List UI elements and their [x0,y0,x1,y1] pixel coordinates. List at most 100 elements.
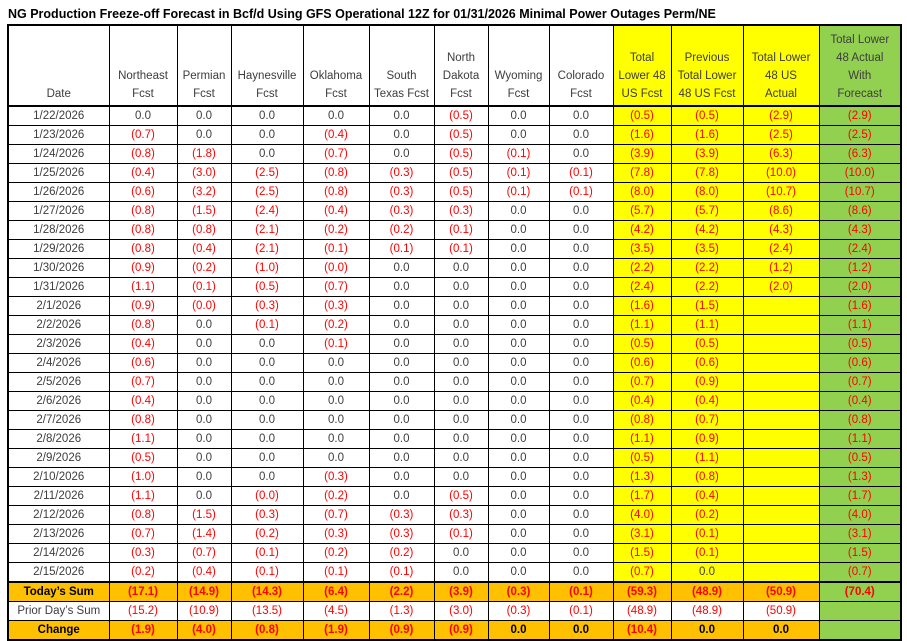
value-cell: (0.3) [368,524,435,544]
value-cell: (3.0) [176,163,232,183]
value-cell: 0.0 [433,372,489,392]
table-row: 2/6/2026 (0.4) 0.0 0.0 0.0 0.0 0.0 0.0 0.0 (0.4)(… [7,391,902,411]
value-cell: (0.9) [670,429,744,449]
summary-value-cell: (59.3) [612,581,672,602]
value-cell: 0.0 [230,467,304,487]
value-cell: 0.0 [670,562,744,583]
value-cell: 0.0 [433,334,489,354]
value-cell: 0.0 [176,410,232,430]
value-cell: 0.0 [368,315,435,335]
value-cell: (0.3) [302,467,370,487]
summary-value-cell: (13.5) [230,601,304,621]
value-cell: (0.3) [302,296,370,316]
value-cell: (2.5) [742,125,820,145]
value-cell: (0.8) [302,182,370,202]
value-cell: 0.0 [548,144,614,164]
table-row: 1/29/2026 (0.8) (0.4) (2.1) (0.1) (0.1) (0.1) 0… [7,239,902,259]
column-header-9: Previous Total Lower 48 US Fcst [670,24,744,107]
value-cell: 0.0 [487,277,550,297]
value-cell: 0.0 [230,353,304,373]
value-cell: (0.2) [302,486,370,506]
summary-value-cell: (14.9) [176,581,232,602]
value-cell: (4.2) [612,220,672,240]
table-row: 1/30/2026 (0.9) (0.2) (1.0) (0.0) 0.0 0.0 0.0 0.… [7,258,902,278]
value-cell: 0.0 [487,524,550,544]
summary-value-cell [818,601,902,621]
value-cell: (0.5) [433,144,489,164]
value-cell: 0.0 [433,467,489,487]
value-cell: 0.0 [230,144,304,164]
value-cell: (0.7) [108,125,178,145]
table-row: 2/12/2026 (0.8) (1.5) (0.3) (0.7) (0.3) (0.3) 0… [7,505,902,525]
value-cell: 0.0 [548,391,614,411]
value-cell: (2.5) [818,125,902,145]
value-cell: 0.0 [433,296,489,316]
value-cell: (0.8) [108,144,178,164]
value-cell: 0.0 [302,353,370,373]
table-row: 1/27/2026 (0.8) (1.5) (2.4) (0.4) (0.3) (0.3) 0… [7,201,902,221]
summary-value-cell: (0.8) [230,620,304,641]
value-cell: (0.9) [108,296,178,316]
value-cell: (2.4) [818,239,902,259]
value-cell: 0.0 [176,353,232,373]
value-cell: 0.0 [487,334,550,354]
date-cell: 1/28/2026 [7,220,110,240]
summary-label: Change [7,620,110,641]
value-cell: 0.0 [548,277,614,297]
value-cell: (3.1) [818,524,902,544]
value-cell: 0.0 [487,353,550,373]
value-cell: (1.5) [612,543,672,563]
column-header-5: North Dakota Fcst [433,24,489,107]
date-cell: 2/7/2026 [7,410,110,430]
value-cell: (4.3) [742,220,820,240]
summary-value-cell: (0.1) [548,581,614,602]
value-cell: (0.4) [108,334,178,354]
value-cell: 0.0 [368,353,435,373]
value-cell: (0.8) [176,220,232,240]
table-row: 1/25/2026 (0.4) (3.0) (2.5) (0.8) (0.3) (0.5)(… [7,163,902,183]
value-cell [742,410,820,430]
column-header-6: Wyoming Fcst [487,24,550,107]
value-cell: (1.1) [108,429,178,449]
value-cell: (2.2) [670,258,744,278]
value-cell: (0.4) [670,486,744,506]
value-cell: (0.3) [368,163,435,183]
value-cell: (0.1) [230,562,304,583]
value-cell: 0.0 [368,391,435,411]
value-cell: (5.7) [670,201,744,221]
value-cell: 0.0 [433,562,489,583]
value-cell: (0.3) [368,182,435,202]
summary-value-cell: (50.9) [742,601,820,621]
table-row: 2/15/2026 (0.2) (0.4) (0.1) (0.1) (0.1) 0.0 0.0… [7,562,902,583]
report-title: NG Production Freeze-off Forecast in Bcf… [8,7,716,21]
value-cell: 0.0 [302,372,370,392]
value-cell: (0.8) [302,163,370,183]
value-cell: (0.5) [433,163,489,183]
date-cell: 2/1/2026 [7,296,110,316]
date-cell: 2/11/2026 [7,486,110,506]
summary-value-cell: (4.0) [176,620,232,641]
value-cell [742,448,820,468]
value-cell: 0.0 [230,410,304,430]
value-cell: (2.1) [230,239,304,259]
value-cell: 0.0 [368,372,435,392]
date-cell: 2/10/2026 [7,467,110,487]
value-cell: (0.5) [433,486,489,506]
date-cell: 2/12/2026 [7,505,110,525]
value-cell: 0.0 [433,543,489,563]
value-cell: 0.0 [548,410,614,430]
date-cell: 1/22/2026 [7,105,110,126]
value-cell: 0.0 [548,543,614,563]
value-cell: 0.0 [548,372,614,392]
value-cell: 0.0 [548,524,614,544]
value-cell: 0.0 [487,201,550,221]
value-cell: (0.7) [176,543,232,563]
summary-value-cell: (0.1) [548,601,614,621]
value-cell: (2.9) [742,105,820,126]
value-cell: (0.2) [368,543,435,563]
value-cell: (0.5) [433,105,489,126]
value-cell: (10.7) [742,182,820,202]
value-cell: 0.0 [487,429,550,449]
column-header-3: Oklahoma Fcst [302,24,370,107]
value-cell: (1.0) [230,258,304,278]
